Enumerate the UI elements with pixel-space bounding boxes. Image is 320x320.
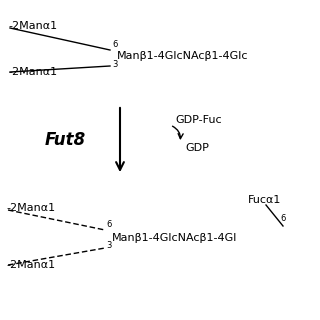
Text: -2Manα1: -2Manα1 <box>6 260 55 270</box>
Text: -2Manα1: -2Manα1 <box>6 203 55 213</box>
Text: Fucα1: Fucα1 <box>248 195 281 205</box>
Text: Manβ1-4GlcNAcβ1-4Gl: Manβ1-4GlcNAcβ1-4Gl <box>112 233 237 243</box>
Text: 3: 3 <box>106 241 111 250</box>
Text: Fut8: Fut8 <box>44 131 86 149</box>
Text: 3: 3 <box>112 60 117 69</box>
Text: Manβ1-4GlcNAcβ1-4Glc: Manβ1-4GlcNAcβ1-4Glc <box>117 51 249 61</box>
Text: 6: 6 <box>280 214 286 223</box>
Text: GDP: GDP <box>185 143 209 153</box>
Text: 6: 6 <box>106 220 111 229</box>
Text: GDP-Fuc: GDP-Fuc <box>175 115 222 125</box>
Text: -2Manα1: -2Manα1 <box>8 21 57 31</box>
Text: -2Manα1: -2Manα1 <box>8 67 57 77</box>
Text: 6: 6 <box>112 40 117 49</box>
